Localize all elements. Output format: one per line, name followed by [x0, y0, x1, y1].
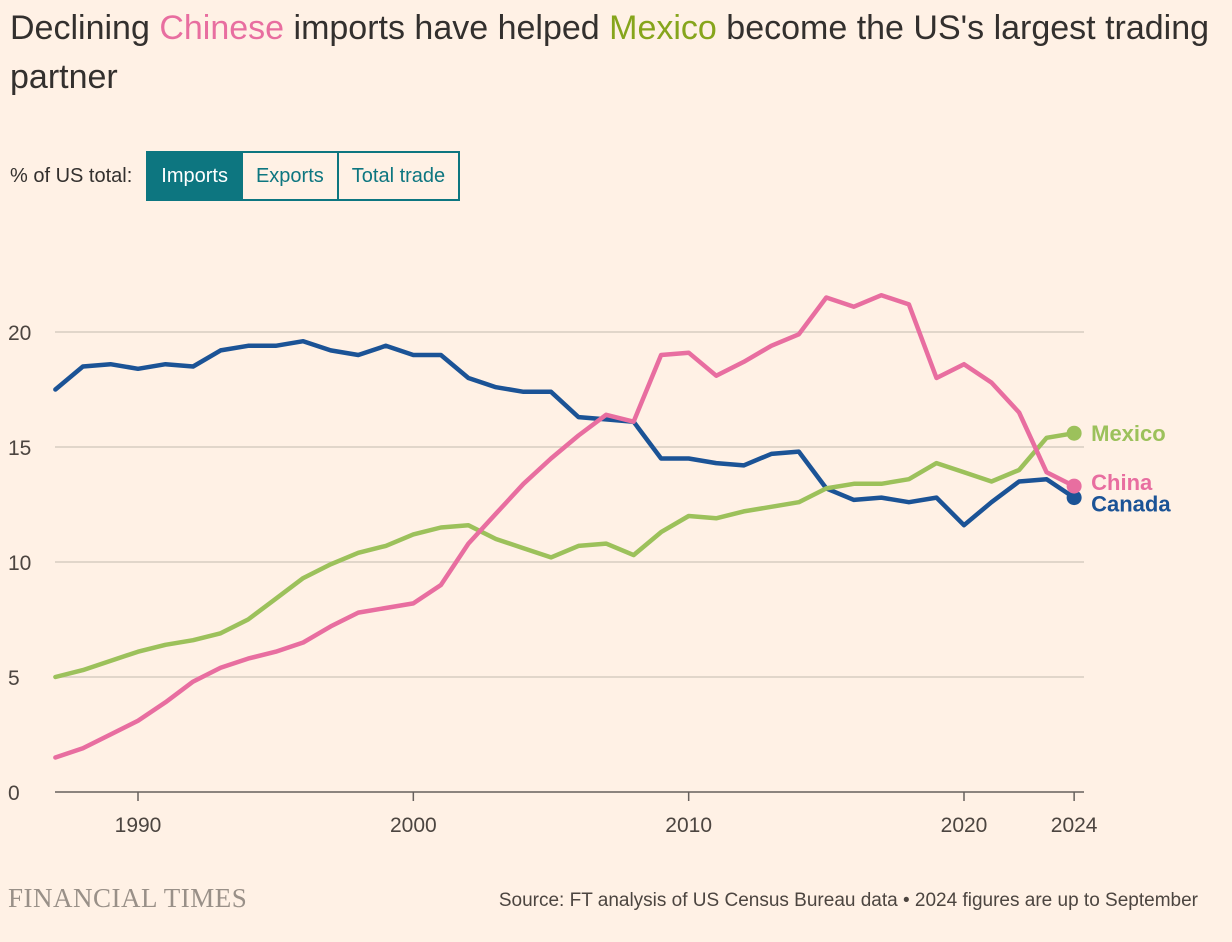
- title-highlight-mexico: Mexico: [609, 9, 717, 47]
- china-series-line: [53, 292, 1077, 760]
- x-tick-label-2010: 2010: [665, 814, 712, 837]
- x-tick-label-1990: 1990: [115, 814, 162, 837]
- china-end-dot: [1066, 478, 1082, 494]
- canada-series-line: [53, 338, 1077, 528]
- metric-toggle-bar: % of US total: Imports Exports Total tra…: [10, 149, 461, 203]
- title-highlight-chinese: Chinese: [159, 9, 285, 47]
- title-part-1: Declining: [10, 9, 160, 47]
- exports-toggle-button[interactable]: Exports: [242, 151, 339, 201]
- y-tick-label-15: 15: [8, 437, 31, 460]
- y-tick-label-5: 5: [8, 667, 20, 690]
- financial-times-logo: FINANCIAL TIMES: [8, 883, 248, 913]
- x-tick-label-2000: 2000: [390, 814, 437, 837]
- metric-segmented-control: Imports Exports Total trade: [146, 151, 461, 201]
- y-tick-label-0: 0: [8, 782, 20, 805]
- chart-title: Declining Chinese imports have helped Me…: [10, 4, 1210, 102]
- source-note: Source: FT analysis of US Census Bureau …: [498, 890, 1198, 911]
- canada-series-label: Canada: [1091, 492, 1171, 517]
- metric-label: % of US total:: [10, 164, 133, 187]
- imports-toggle-button[interactable]: Imports: [146, 151, 243, 201]
- total-trade-toggle-button[interactable]: Total trade: [338, 151, 461, 201]
- y-tick-label-10: 10: [8, 552, 31, 575]
- mexico-series-label: Mexico: [1091, 421, 1166, 446]
- title-part-2: imports have helped: [284, 9, 610, 47]
- x-tick-label-2020: 2020: [941, 814, 988, 837]
- china-series-label: China: [1091, 470, 1153, 495]
- mexico-end-dot: [1066, 425, 1082, 441]
- mexico-series-line: [53, 430, 1077, 680]
- title-part-3: become the US's largest trading partner: [10, 9, 1210, 96]
- y-tick-label-20: 20: [8, 322, 31, 345]
- x-tick-label-2024: 2024: [1051, 814, 1098, 837]
- canada-end-dot: [1066, 490, 1082, 506]
